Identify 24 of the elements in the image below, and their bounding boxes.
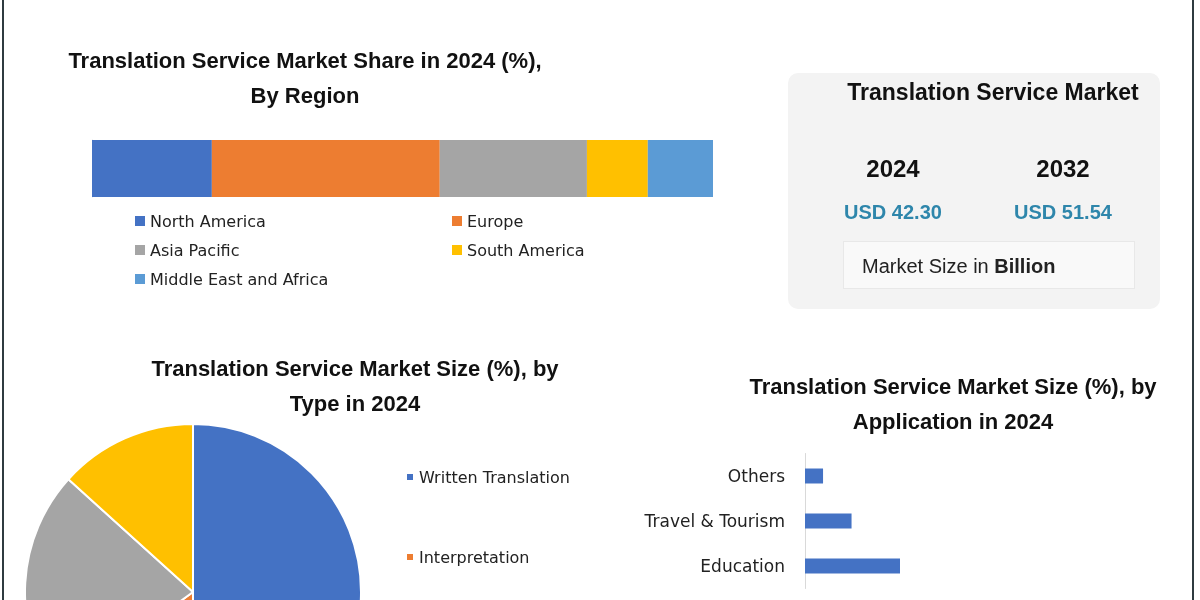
text: 2032: [1035, 155, 1091, 183]
y-tick-label: Others: [727, 466, 786, 486]
text: USD 42.30: [843, 201, 943, 224]
bar: [439, 140, 587, 197]
legend-label: North America: [150, 211, 266, 231]
text: Market Size in Billion: [843, 241, 1135, 289]
bar: [92, 140, 212, 197]
legend-label: South America: [467, 240, 585, 260]
legend-label: Middle East and Africa: [150, 269, 329, 289]
text: USD 51.54: [1013, 201, 1113, 224]
text: 2024: [865, 155, 921, 183]
chart-title: Translation Service Market Share in 2024 (%), By Region: [68, 48, 542, 108]
legend-label: Europe: [467, 211, 524, 231]
chart-title: Translation Service Market Size (%), by Type in 2024: [151, 356, 560, 416]
legend-label: Interpretation: [419, 547, 530, 567]
y-tick-label: Education: [700, 556, 785, 576]
legend-label: Asia Pacific: [150, 240, 240, 260]
bar: [647, 140, 713, 197]
bar: [586, 140, 648, 197]
bar: [211, 140, 440, 197]
text: Translation Service Market Size (%), by Application in 2024: [749, 374, 1158, 434]
text: Translation Service Market: [846, 79, 1140, 106]
y-tick-label: Travel & Tourism: [643, 511, 785, 531]
legend-label: Written Translation: [419, 467, 570, 487]
